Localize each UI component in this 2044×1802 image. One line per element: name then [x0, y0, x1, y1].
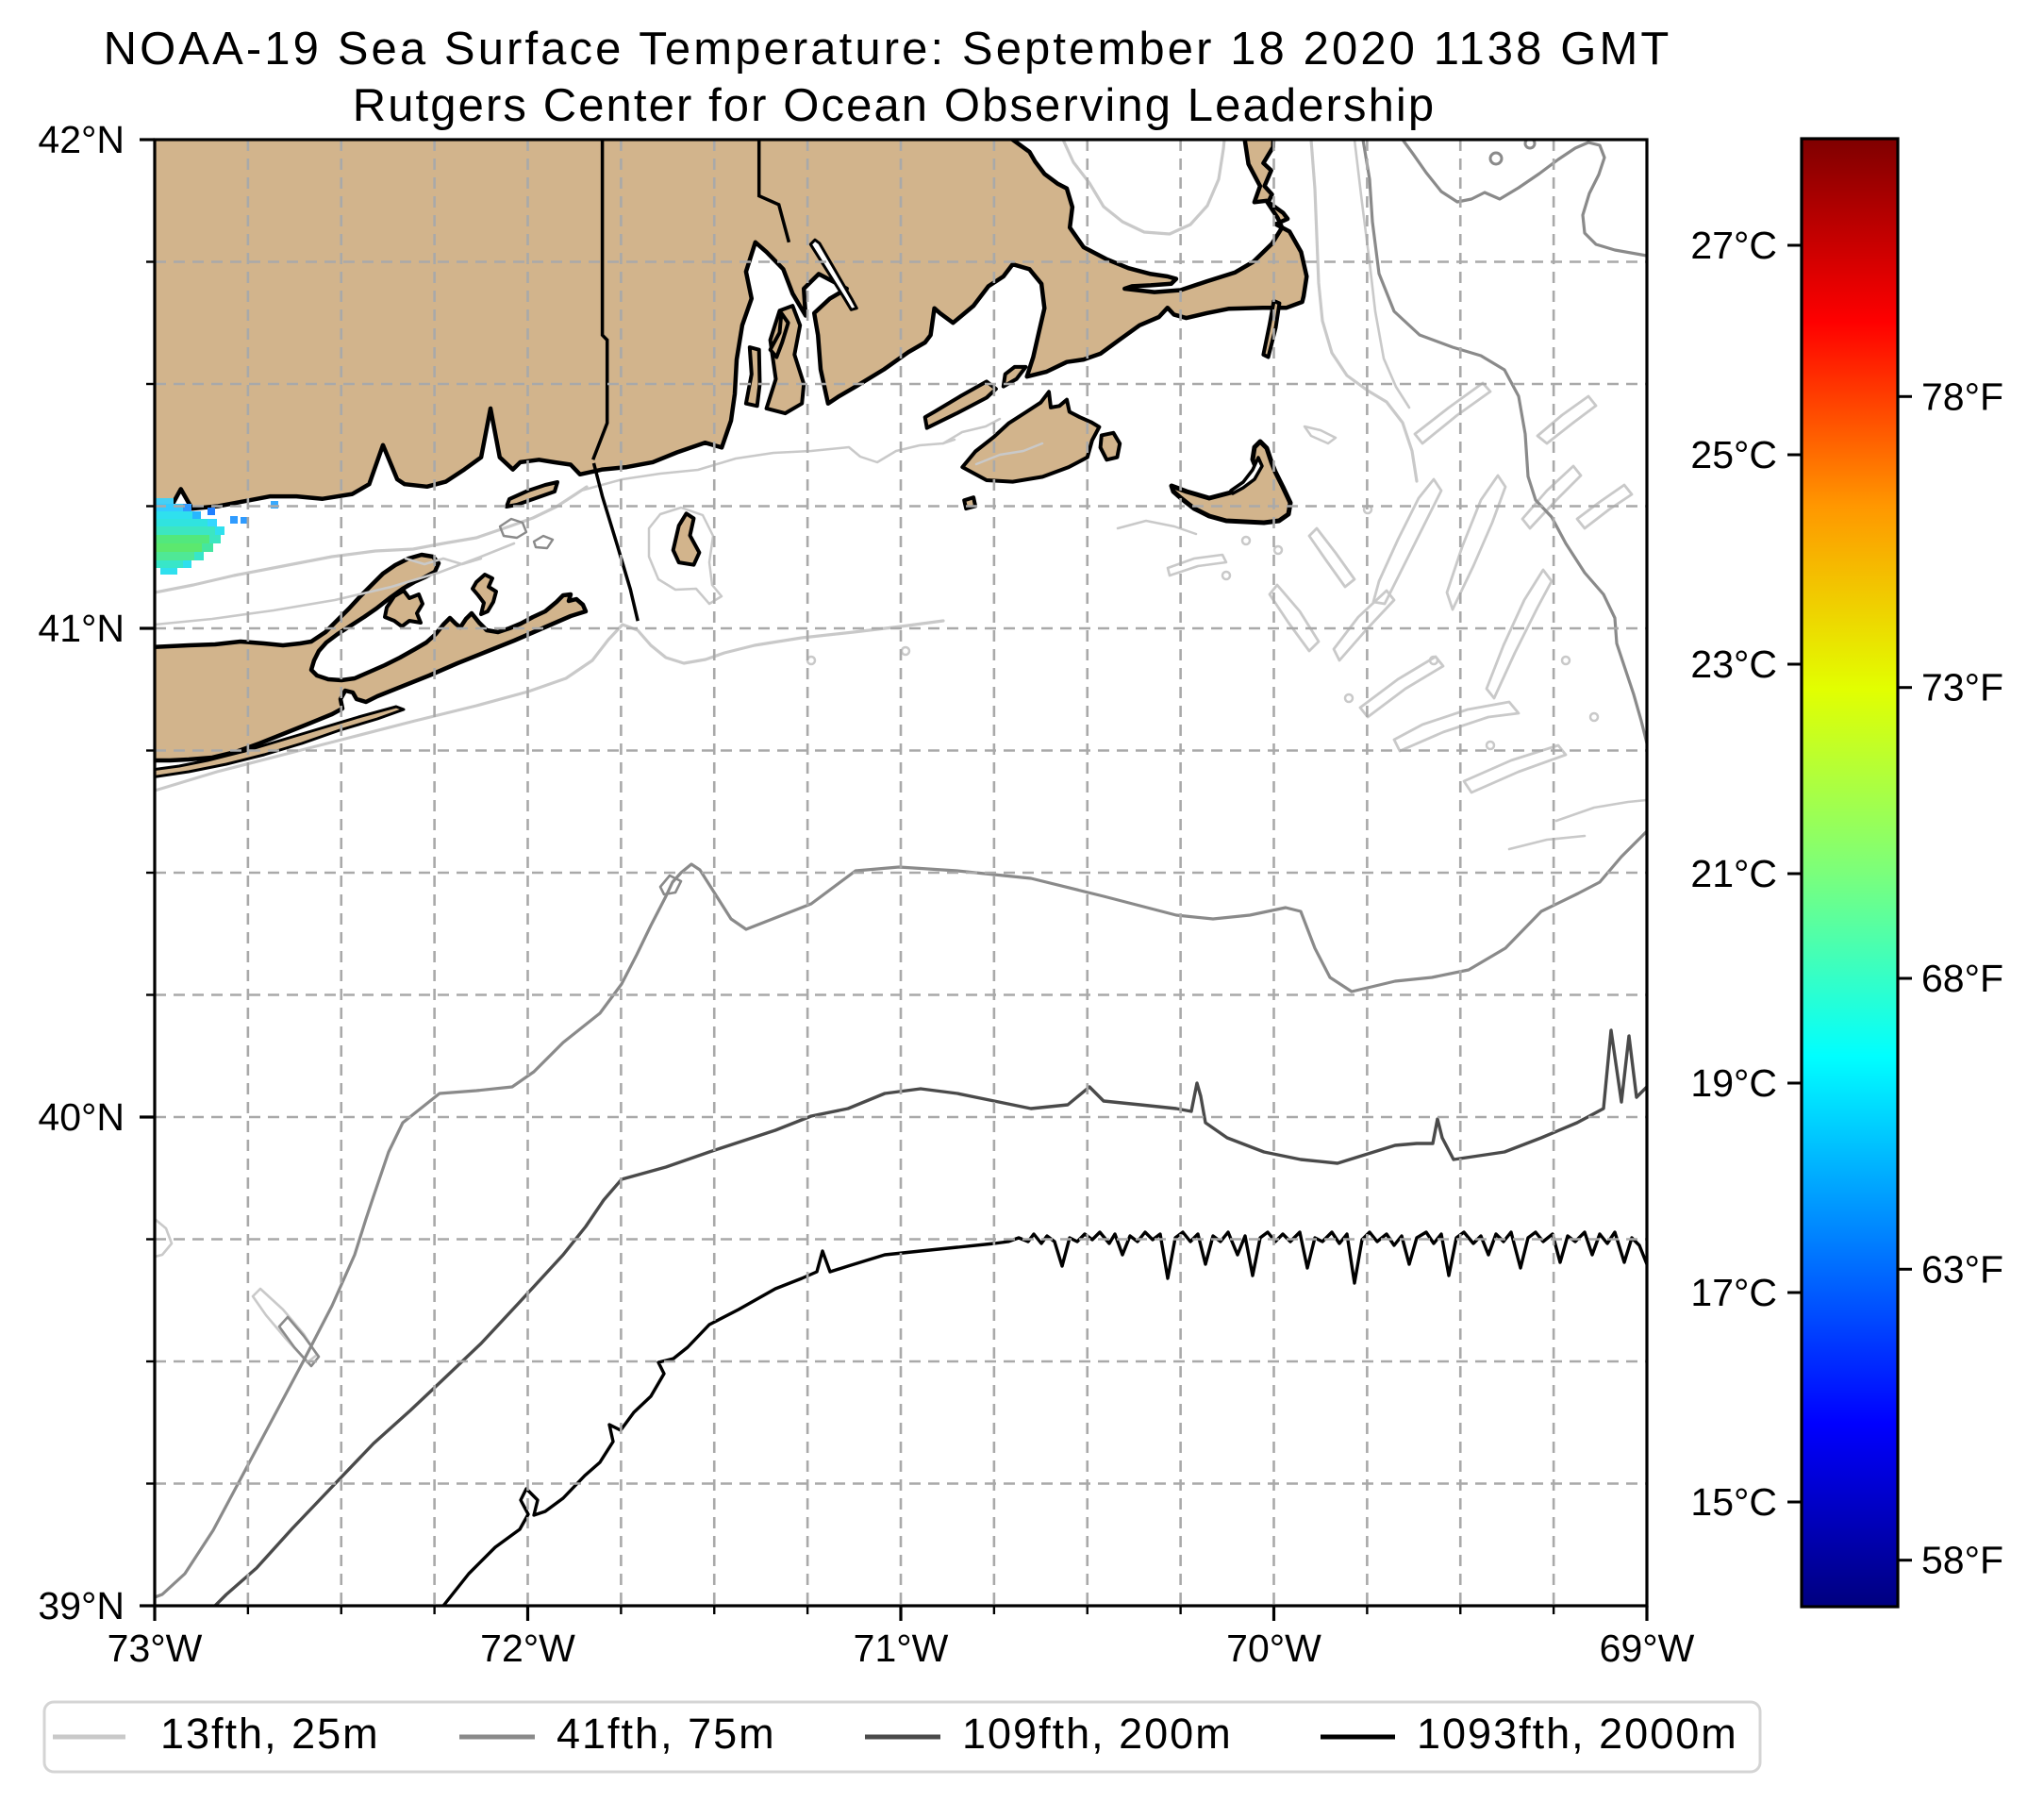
svg-text:13fth, 25m: 13fth, 25m	[160, 1710, 380, 1758]
svg-text:19°C: 19°C	[1690, 1061, 1777, 1105]
svg-text:1093fth, 2000m: 1093fth, 2000m	[1417, 1710, 1738, 1758]
svg-text:68°F: 68°F	[1921, 957, 2003, 1000]
svg-text:NOAA-19 Sea Surface Temperatur: NOAA-19 Sea Surface Temperature: Septemb…	[104, 24, 1672, 75]
svg-text:63°F: 63°F	[1921, 1247, 2003, 1291]
svg-text:70°W: 70°W	[1226, 1627, 1321, 1670]
svg-text:109fth, 200m: 109fth, 200m	[962, 1710, 1233, 1758]
svg-text:78°F: 78°F	[1921, 375, 2003, 418]
svg-text:15°C: 15°C	[1690, 1480, 1777, 1524]
svg-text:71°W: 71°W	[854, 1627, 949, 1670]
svg-text:39°N: 39°N	[38, 1584, 125, 1627]
svg-text:42°N: 42°N	[38, 118, 125, 161]
svg-text:40°N: 40°N	[38, 1095, 125, 1139]
svg-text:72°W: 72°W	[480, 1627, 575, 1670]
svg-text:25°C: 25°C	[1690, 433, 1777, 476]
svg-text:73°F: 73°F	[1921, 666, 2003, 709]
svg-text:Rutgers Center for Ocean Obser: Rutgers Center for Ocean Observing Leade…	[353, 80, 1437, 131]
svg-text:27°C: 27°C	[1690, 224, 1777, 267]
svg-text:69°W: 69°W	[1600, 1627, 1695, 1670]
svg-text:23°C: 23°C	[1690, 642, 1777, 686]
svg-text:58°F: 58°F	[1921, 1539, 2003, 1582]
svg-text:41°N: 41°N	[38, 607, 125, 650]
svg-text:21°C: 21°C	[1690, 852, 1777, 895]
svg-text:41fth, 75m: 41fth, 75m	[557, 1710, 776, 1758]
svg-text:17°C: 17°C	[1690, 1271, 1777, 1314]
svg-text:73°W: 73°W	[108, 1627, 203, 1670]
